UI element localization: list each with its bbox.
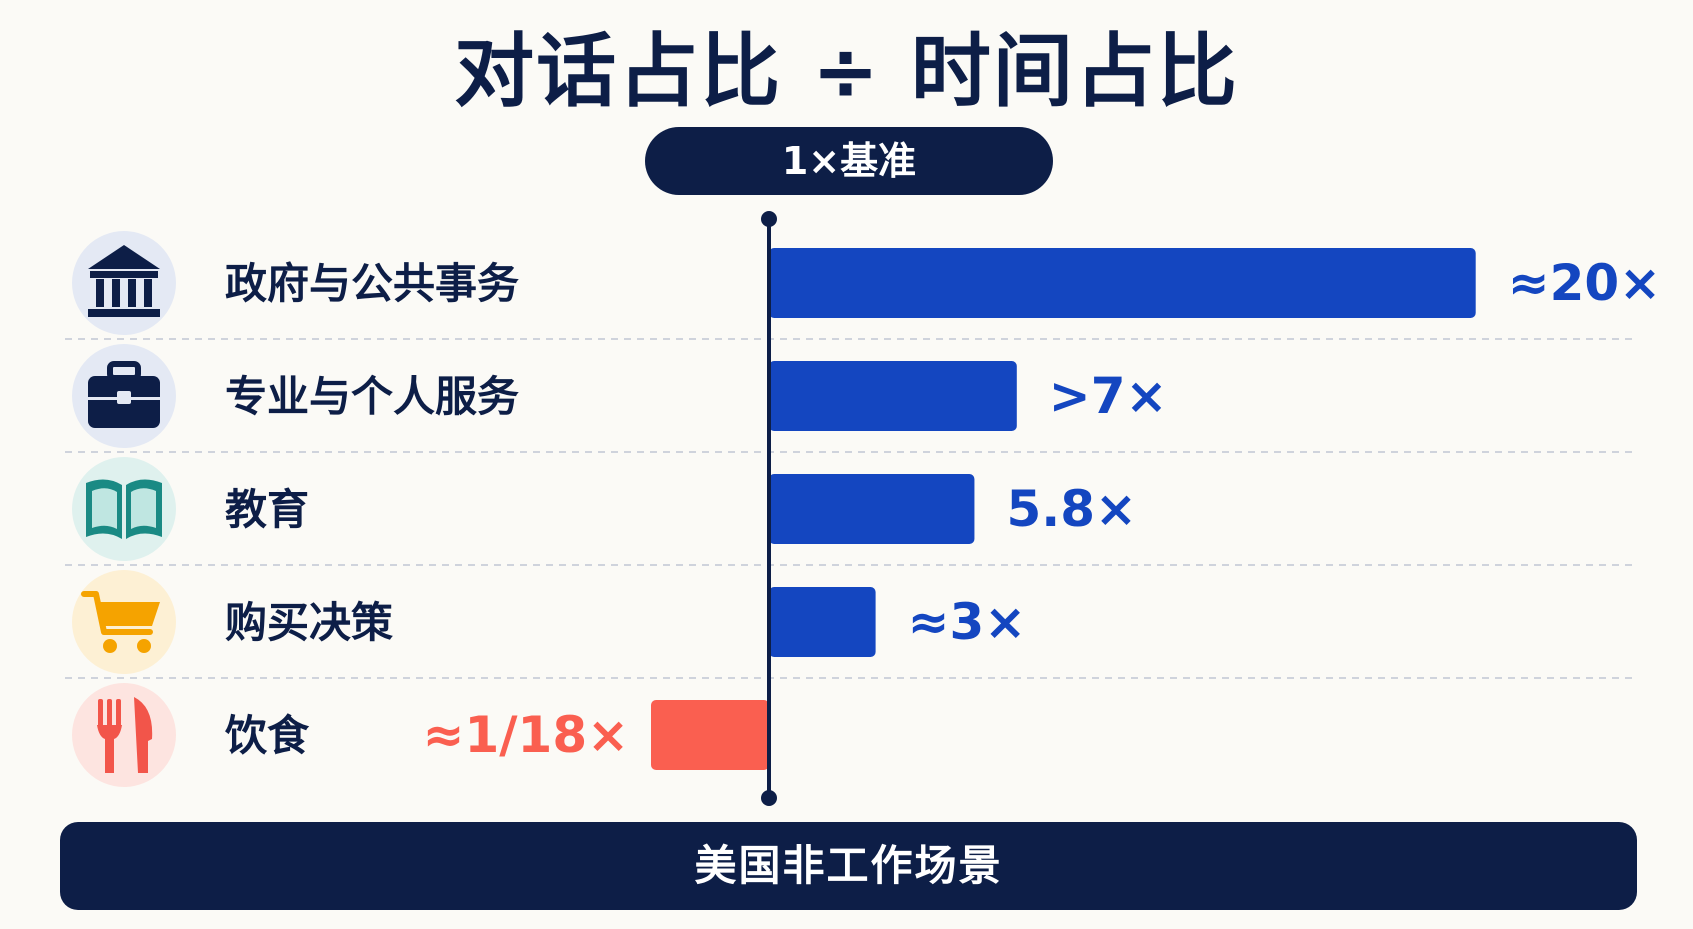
- bar: [769, 474, 975, 544]
- bar: [769, 361, 1017, 431]
- book-icon: [72, 457, 176, 561]
- value-label: ≈1/18×: [423, 706, 629, 764]
- category-label: 购买决策: [225, 598, 393, 647]
- fork-knife-icon: [72, 683, 176, 787]
- bar: [651, 700, 769, 770]
- category-label: 政府与公共事务: [225, 259, 519, 308]
- bar: [769, 248, 1476, 318]
- axis-top-dot: [761, 211, 777, 227]
- baseline-label: 1×基准: [645, 127, 1053, 195]
- shopping-cart-icon: [72, 570, 176, 674]
- value-label: >7×: [1049, 367, 1168, 425]
- footer-label: 美国非工作场景: [60, 822, 1637, 910]
- briefcase-icon: [72, 344, 176, 448]
- axis-bottom-dot: [761, 790, 777, 806]
- value-label: 5.8×: [1006, 480, 1136, 538]
- category-label: 教育: [225, 485, 309, 534]
- value-label: ≈20×: [1508, 254, 1661, 312]
- bank-icon: [72, 231, 176, 335]
- category-label: 饮食: [225, 711, 310, 760]
- category-label: 专业与个人服务: [225, 372, 519, 421]
- chart-title: 对话占比 ÷ 时间占比: [454, 25, 1239, 118]
- value-label: ≈3×: [908, 593, 1027, 651]
- bar: [769, 587, 876, 657]
